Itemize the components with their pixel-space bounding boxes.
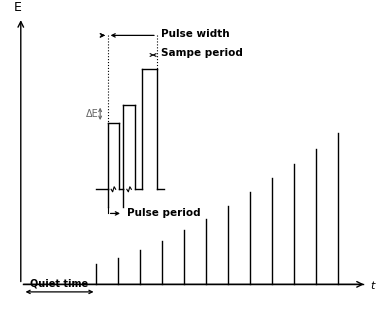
Text: Quiet time: Quiet time [31, 278, 88, 288]
Text: Pulse width: Pulse width [161, 29, 229, 39]
Text: Pulse period: Pulse period [127, 208, 200, 219]
Text: t: t [370, 281, 375, 291]
Text: E: E [14, 1, 22, 14]
Text: Sampe period: Sampe period [161, 48, 243, 59]
Text: ΔE: ΔE [85, 109, 98, 119]
